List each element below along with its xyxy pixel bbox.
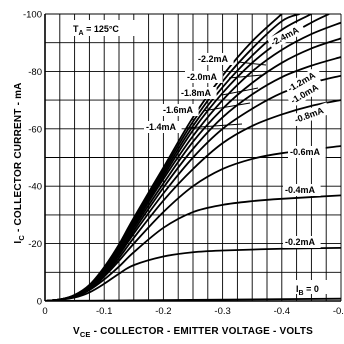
tick-labels: 0 -0.1 -0.2 -0.3 -0.4 -0.5 0 -20 -40 -60 -80 -100	[23, 10, 344, 318]
curve-label-background	[267, 21, 306, 50]
y-tick-label: -60	[28, 124, 42, 135]
curve-label-background	[161, 104, 199, 116]
curve-label: -2.2mA	[198, 54, 229, 64]
annotation-rest: = 125°C	[84, 24, 120, 34]
curve-label-sub: B	[299, 290, 304, 297]
x-tick-label: -0.3	[214, 306, 230, 317]
series-line	[45, 297, 341, 301]
series-line	[45, 14, 283, 301]
curve-label-leader	[202, 102, 251, 112]
curve-label-background	[179, 87, 217, 99]
y-axis-title: IC - COLLECTOR CURRENT - mA	[13, 82, 26, 243]
x-axis-title: VCE - COLLECTOR - EMITTER VOLTAGE - VOLT…	[73, 326, 313, 339]
curve-label-leader	[185, 123, 243, 129]
ib-zero-label-background	[292, 280, 332, 294]
curve-label-background	[185, 71, 223, 83]
curve-label: -1.4mA	[146, 122, 177, 132]
curve-label-rest: = 0	[304, 284, 319, 294]
y-tick-label: -40	[28, 182, 42, 193]
curve-label-leader	[237, 61, 267, 66]
curve-label-leader	[221, 87, 259, 96]
curve-label-background	[286, 78, 326, 108]
curve-label-background	[196, 53, 234, 65]
annotation-background	[70, 20, 136, 36]
y-axis-title-main: I	[13, 241, 24, 244]
temperature-annotation: TA = 125°C	[73, 24, 119, 37]
curve-labels: IB = 0-0.2mA-0.4mA-0.6mA-0.8mA-1.0mA-1.2…	[144, 21, 332, 297]
x-tick-label: 0	[42, 306, 47, 317]
curve-label-background	[144, 121, 182, 133]
curve-label: -2.0mA	[187, 72, 218, 82]
curve-label-leader	[228, 74, 263, 79]
curve-label-background	[288, 146, 326, 158]
x-tick-label: -0.1	[96, 306, 112, 317]
x-axis-title-main: V	[73, 326, 80, 337]
curve-label: -1.6mA	[163, 105, 194, 115]
annotation-main: T	[73, 24, 79, 34]
y-tick-label: 0	[37, 297, 42, 308]
y-tick-label: -80	[28, 67, 42, 78]
x-axis-title-rest: - COLLECTOR - EMITTER VOLTAGE - VOLTS	[91, 326, 314, 337]
annotation-sub: A	[79, 30, 84, 37]
curve-label: -0.4mA	[285, 185, 316, 195]
curve-label: -1.8mA	[181, 88, 212, 98]
x-axis-title-sub: CE	[80, 330, 91, 339]
y-axis-title-rest: - COLLECTOR CURRENT - mA	[13, 82, 24, 235]
curve-label-background	[283, 184, 321, 196]
curve-label: -0.6mA	[290, 147, 321, 157]
x-tick-label: -0.5	[333, 306, 344, 317]
y-tick-label: -20	[28, 239, 42, 250]
y-tick-label: -100	[23, 10, 42, 21]
y-axis-title-sub: C	[17, 235, 26, 241]
curve-label-background	[291, 102, 331, 127]
x-tick-label: -0.4	[274, 306, 290, 317]
x-tick-label: -0.2	[155, 306, 171, 317]
curve-label: -0.2mA	[285, 237, 316, 247]
curve-label-background	[283, 66, 323, 96]
curve-label-background	[283, 236, 321, 248]
